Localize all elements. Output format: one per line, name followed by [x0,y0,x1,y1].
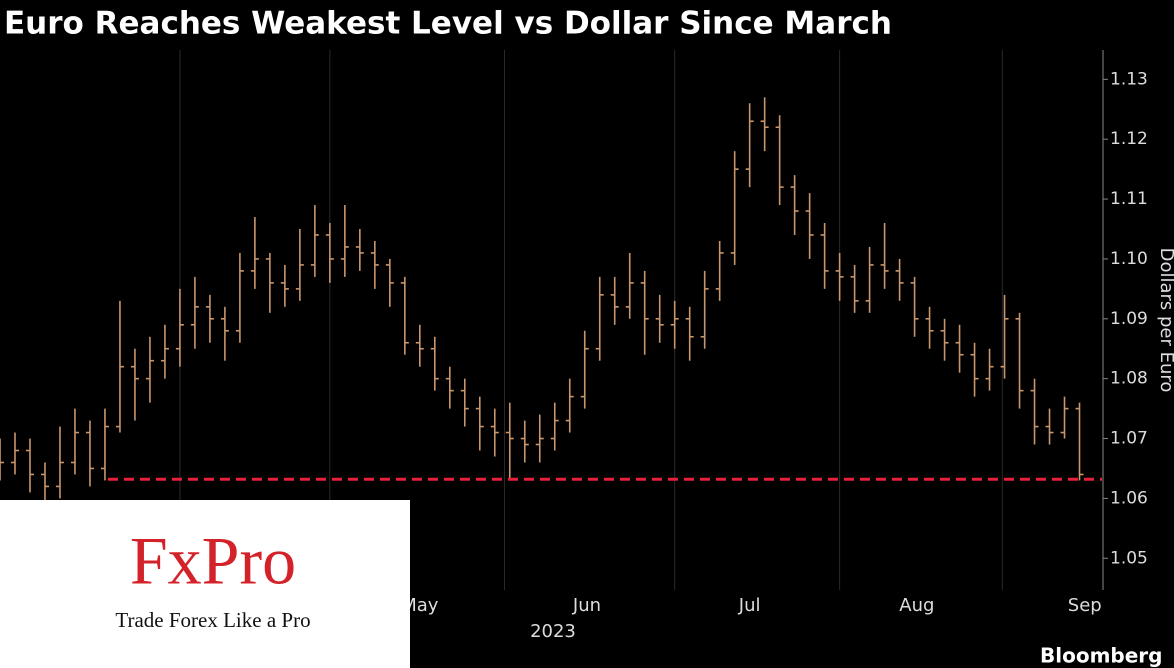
y-tick-label: 1.13 [1110,69,1148,89]
y-tick-label: 1.05 [1110,548,1148,568]
y-tick-label: 1.11 [1110,189,1148,209]
y-tick-label: 1.09 [1110,309,1148,329]
source: Bloomberg [1040,644,1162,668]
y-axis-label: Dollars per Euro [1156,248,1174,393]
y-tick-label: 1.10 [1110,249,1148,269]
x-tick-label: Jul [738,595,761,616]
x-tick-label: May [401,595,439,616]
logo-brand: FxPro [130,523,296,599]
x-tick-label: Aug [899,595,934,616]
logo-tagline: Trade Forex Like a Pro [115,608,310,632]
y-tick-label: 1.08 [1110,369,1148,389]
logo: FxPro Trade Forex Like a Pro [0,500,410,668]
chart-title: Euro Reaches Weakest Level vs Dollar Sin… [4,6,892,42]
x-tick-label: Jun [572,595,601,616]
x-tick-label: Sep [1068,595,1102,616]
logo-box [0,500,410,668]
y-tick-label: 1.06 [1110,488,1148,508]
x-sub-label: 2023 [530,621,576,642]
y-tick-label: 1.12 [1110,129,1148,149]
y-tick-label: 1.07 [1110,429,1148,449]
